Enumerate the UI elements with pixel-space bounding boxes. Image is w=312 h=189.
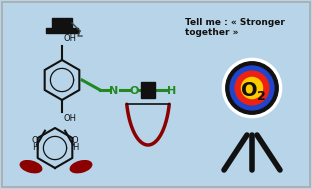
Text: OH: OH: [64, 34, 77, 43]
Text: H: H: [32, 143, 38, 152]
Text: 2: 2: [257, 90, 266, 102]
Text: OH: OH: [64, 114, 77, 123]
Circle shape: [226, 62, 278, 114]
Bar: [46, 28, 78, 33]
Text: H: H: [167, 86, 177, 96]
Text: N: N: [110, 86, 119, 96]
Ellipse shape: [70, 161, 92, 173]
Text: O: O: [72, 136, 78, 145]
Circle shape: [241, 77, 262, 98]
Ellipse shape: [20, 161, 42, 173]
Text: O: O: [241, 81, 257, 99]
Circle shape: [222, 58, 282, 118]
Bar: [52, 18, 72, 30]
Bar: [141, 82, 155, 98]
Circle shape: [235, 71, 269, 105]
Text: O: O: [129, 86, 139, 96]
Text: O: O: [32, 136, 38, 145]
Circle shape: [230, 66, 274, 110]
Text: H: H: [72, 143, 78, 152]
Text: Tell me : « Stronger
together »: Tell me : « Stronger together »: [185, 18, 285, 37]
